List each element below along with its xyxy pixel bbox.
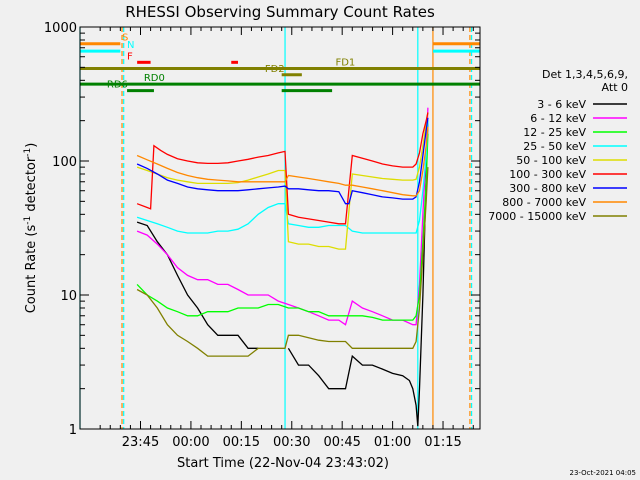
y-tick-label-0: 1 [69, 423, 77, 438]
series-lines [136, 107, 429, 427]
legend-label-8: 7000 - 15000 keV [488, 210, 586, 223]
legend-label-6: 300 - 800 keV [509, 182, 586, 195]
flag-label-s: S [122, 33, 128, 44]
series-line-4 [136, 112, 429, 250]
series-line-5 [136, 112, 429, 225]
legend-header-line1: Det 1,3,4,5,6,9, [542, 68, 628, 81]
legend-label-3: 25 - 50 keV [523, 140, 586, 153]
y-axis-label-sup2: -1 [23, 148, 33, 157]
flag-label-rd0: RD0 [144, 73, 165, 84]
y-tick-label-2: 100 [52, 155, 77, 170]
legend-header-line2: Att 0 [602, 81, 628, 94]
flag-label-rd6: RD6 [107, 80, 128, 91]
plot-timestamp: 23-Oct-2021 04:05 [570, 469, 636, 477]
flag-bars: SNF FD1 FD2 RD0 RD6 [80, 33, 480, 93]
x-tick-label-0: 23:45 [122, 435, 159, 450]
y-axis-label-end: ) [24, 143, 39, 148]
x-axis-label: Start Time (22-Nov-04 23:43:02) [177, 456, 389, 471]
x-tick-label-6: 01:15 [424, 435, 461, 450]
plot-frame [79, 26, 481, 430]
legend-label-2: 12 - 25 keV [523, 126, 586, 139]
x-tick-label-3: 00:30 [273, 435, 310, 450]
y-axis-label-main: Count Rate (s [24, 225, 39, 314]
series-line-3 [136, 120, 429, 234]
y-axis-ticks: 1 10 100 1000 [44, 21, 480, 438]
y-tick-label-3: 1000 [44, 21, 77, 36]
flag-label-n: N [127, 40, 134, 51]
chart-title: RHESSI Observing Summary Count Rates [125, 3, 435, 21]
series-line-0 [136, 120, 429, 427]
series-line-6 [136, 117, 429, 205]
series-line-7 [136, 126, 429, 197]
legend-label-0: 3 - 6 keV [537, 98, 586, 111]
legend-label-5: 100 - 300 keV [509, 168, 586, 181]
x-tick-label-2: 00:15 [223, 435, 260, 450]
y-axis-label-mid: detector [24, 156, 39, 216]
x-tick-label-5: 01:00 [374, 435, 411, 450]
y-tick-label-1: 10 [60, 289, 77, 304]
y-axis-label-sup1: -1 [23, 216, 33, 225]
x-axis-ticks: 23:45 00:00 00:15 00:30 00:45 01:00 01:15 [79, 27, 474, 450]
legend-label-7: 800 - 7000 keV [502, 196, 586, 209]
flag-label-fd1: FD1 [335, 58, 355, 69]
y-axis-label: Count Rate (s-1 detector-1) [23, 143, 39, 314]
series-line-2 [136, 133, 429, 321]
flag-label-f: F [127, 51, 133, 62]
x-tick-label-1: 00:00 [172, 435, 209, 450]
x-tick-label-4: 00:45 [323, 435, 360, 450]
flag-label-fd2: FD2 [265, 64, 285, 75]
legend-label-1: 6 - 12 keV [530, 112, 586, 125]
series-line-8 [136, 167, 429, 357]
legend-label-4: 50 - 100 keV [516, 154, 586, 167]
